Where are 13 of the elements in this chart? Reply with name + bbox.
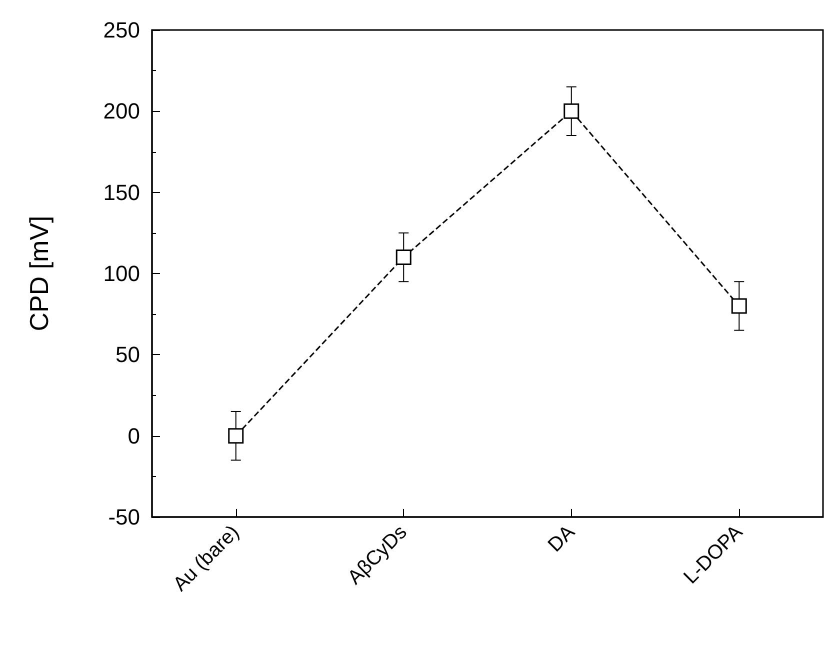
y-tick-label: -50: [108, 504, 140, 530]
point: [228, 428, 244, 444]
y-tick-label: 150: [103, 180, 140, 205]
y-tick-label: 100: [103, 261, 140, 286]
y-tick-label: 200: [103, 98, 140, 124]
point: [731, 298, 747, 314]
y-tick-label: 50: [116, 342, 140, 368]
y-tick-label: 250: [103, 18, 140, 42]
y-axis-title: CPD [mV]: [24, 216, 54, 332]
point: [396, 250, 412, 266]
y-tick-label: 0: [128, 423, 140, 448]
x-tick-label: DA: [544, 520, 580, 556]
point: [564, 103, 580, 119]
